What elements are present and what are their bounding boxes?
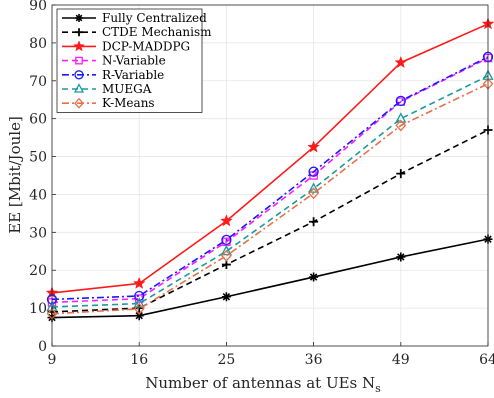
legend-entry: N-Variable: [62, 54, 166, 68]
legend-label: CTDE Mechanism: [102, 25, 212, 39]
legend-box: [56, 8, 203, 113]
y-tick-label: 60: [29, 112, 47, 128]
legend-label: MUEGA: [102, 82, 152, 96]
y-tick-label: 0: [38, 339, 47, 355]
asterisk-marker: [396, 252, 406, 262]
plus-marker: [75, 28, 83, 37]
x-tick-label: 9: [48, 352, 57, 368]
star-marker: [394, 55, 408, 69]
diamond-marker: [221, 249, 232, 262]
asterisk-marker: [134, 311, 144, 321]
series-line: [51, 57, 489, 304]
circle-marker: [74, 70, 84, 80]
x-tick-label: 64: [479, 352, 494, 368]
legend-entry: Fully Centralized: [62, 11, 207, 25]
diamond-marker: [308, 187, 319, 200]
triangle-marker: [73, 83, 85, 93]
y-tick-label: 10: [29, 301, 47, 317]
triangle-marker: [308, 182, 320, 193]
x-tick-label: 16: [130, 352, 148, 368]
plot-frame: [51, 4, 489, 347]
legend-label: R-Variable: [102, 68, 164, 82]
series-line: [51, 83, 489, 315]
star-marker: [132, 276, 146, 289]
circle-marker: [221, 234, 232, 246]
asterisk-marker: [75, 14, 83, 22]
series-muega: [46, 69, 494, 311]
y-tick-label: 70: [29, 74, 47, 90]
legend-label: K-Means: [102, 96, 155, 110]
diamond-marker: [395, 119, 407, 132]
y-tick-label: 20: [29, 263, 47, 279]
series-line: [51, 129, 489, 313]
x-tick-label: 25: [217, 352, 235, 368]
y-tick-label: 30: [29, 225, 47, 241]
asterisk-marker: [309, 272, 319, 282]
x-tick-label: 49: [392, 352, 410, 368]
x-axis-title-main: Number of antennas at UEs N: [145, 374, 375, 392]
legend-entry: DCP-MADDPG: [62, 39, 190, 53]
legend-entry: R-Variable: [62, 68, 164, 82]
circle-marker: [308, 166, 319, 177]
circle-marker: [134, 290, 145, 302]
series-line: [51, 75, 489, 308]
legend-entry: K-Means: [62, 96, 155, 110]
circle-marker: [395, 95, 406, 107]
star-marker: [73, 40, 85, 52]
legend-label: DCP-MADDPG: [102, 39, 190, 53]
plus-marker: [396, 169, 406, 179]
tick-labels: 9 16 25 36 49 64 0 10 20 30 40 50 60 70 80 90: [29, 0, 494, 368]
series-dcp-maddpg: [45, 17, 494, 299]
star-marker: [307, 140, 320, 153]
y-tick-label: 80: [29, 36, 47, 52]
plus-marker: [309, 217, 319, 227]
triangle-marker: [133, 297, 145, 308]
x-axis-title: Number of antennas at UEs Ns: [145, 374, 381, 395]
y-axis-title: EE [Mbit/Joule]: [6, 116, 24, 234]
series-line: [51, 23, 489, 294]
triangle-marker: [220, 244, 232, 256]
y-tick-label: 40: [29, 187, 47, 203]
series-k-means: [46, 77, 494, 320]
series-line: [51, 56, 489, 301]
series-line: [51, 238, 489, 319]
x-tick-label: 36: [305, 352, 323, 368]
diamond-marker: [74, 97, 84, 109]
legend-entry: CTDE Mechanism: [62, 25, 212, 39]
x-axis-title-subscript: s: [375, 382, 381, 395]
legend-entry: MUEGA: [62, 82, 152, 96]
triangle-marker: [395, 112, 407, 123]
legend-label: Fully Centralized: [102, 11, 207, 25]
y-tick-label: 90: [29, 0, 47, 14]
asterisk-marker: [221, 292, 231, 302]
square-marker: [75, 56, 83, 65]
star-marker: [220, 214, 233, 227]
legend-label: N-Variable: [102, 54, 166, 68]
diamond-marker: [133, 302, 145, 315]
y-tick-label: 50: [29, 150, 47, 166]
